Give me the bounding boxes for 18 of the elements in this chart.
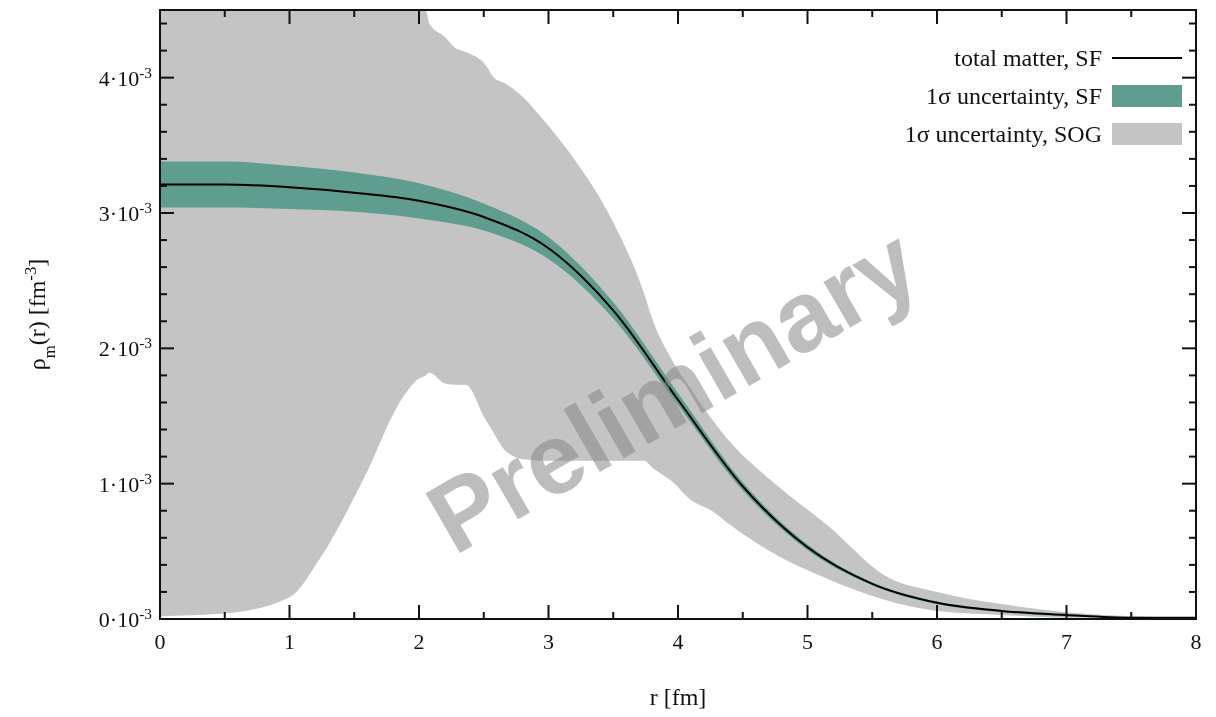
y-tick-label: 4·10$^{-3}$ (98, 63, 153, 91)
x-tick-label: 7 (1061, 629, 1072, 654)
x-tick-label: 8 (1190, 629, 1202, 654)
y-tick-label: 3·10$^{-3}$ (98, 198, 153, 226)
x-tick-label: 6 (931, 629, 943, 654)
x-tick-label: 2 (413, 629, 425, 654)
x-tick-label: 0 (154, 629, 166, 654)
x-tick-label: 5 (802, 629, 813, 654)
legend-label: 1σ uncertainty, SOG (904, 121, 1102, 147)
x-tick-label: 4 (672, 629, 684, 654)
legend-label: total matter, SF (954, 45, 1102, 71)
y-tick-label: 0·10$^{-3}$ (98, 604, 153, 632)
x-tick-label: 3 (543, 629, 554, 654)
x-tick-label: 1 (284, 629, 295, 654)
y-tick-label: 1·10$^{-3}$ (98, 469, 153, 497)
legend-label: 1σ uncertainty, SF (925, 83, 1102, 109)
x-axis-title: r [fm] (649, 684, 707, 710)
y-tick-label: 2·10$^{-3}$ (98, 333, 153, 362)
